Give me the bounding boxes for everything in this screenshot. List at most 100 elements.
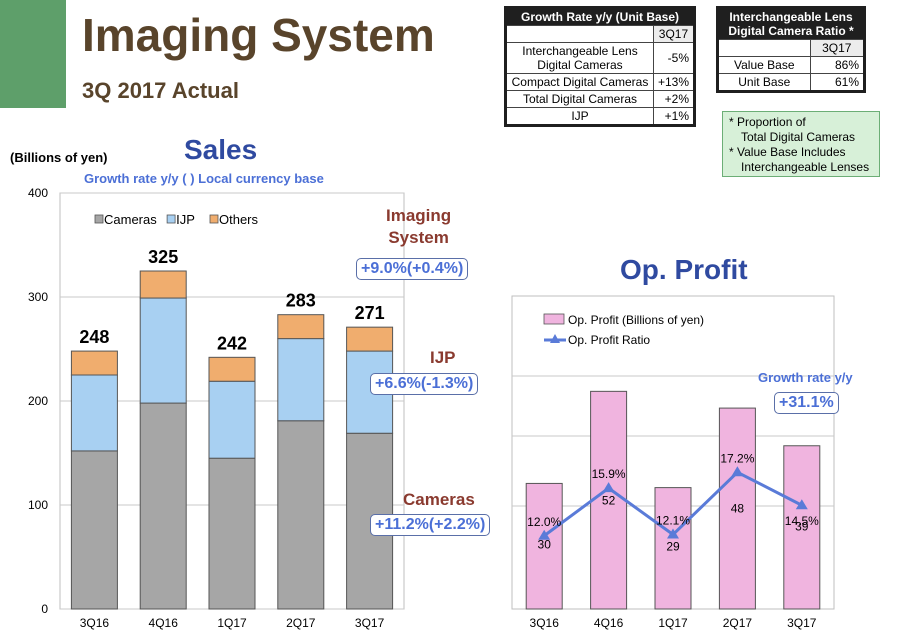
- op-profit-bar: [590, 390, 628, 610]
- imaging-system-label: Imaging System: [386, 205, 451, 249]
- op-ratio-label: 12.1%: [656, 514, 690, 528]
- sales-x-tick: 3Q17: [355, 616, 385, 630]
- sales-bar-others: [139, 270, 187, 299]
- footnote-line: * Proportion of: [729, 115, 806, 129]
- op-profit-value-label: 29: [666, 540, 680, 554]
- op-profit-bar: [783, 445, 821, 610]
- op-x-tick: 3Q17: [787, 616, 817, 630]
- footnote-box: * Proportion of Total Digital Cameras * …: [722, 111, 880, 177]
- page-subtitle: 3Q 2017 Actual: [82, 78, 239, 103]
- sales-bar-ijp: [208, 380, 256, 459]
- op-ratio-label: 14.5%: [785, 514, 819, 528]
- op-x-tick: 3Q16: [530, 616, 560, 630]
- sales-x-tick: 2Q17: [286, 616, 316, 630]
- growth-row-label: Interchangeable Lens Digital Cameras: [505, 42, 654, 74]
- op-ratio-marker: [667, 528, 679, 539]
- op-profit-title: Op. Profit: [620, 254, 748, 285]
- imaging-growth-badge: +9.0%(+0.4%): [356, 258, 469, 280]
- sales-total-label: 271: [355, 303, 385, 323]
- footnote-line: * Value Base Includes: [729, 145, 846, 159]
- ratio-table-col: 3Q17: [809, 39, 866, 57]
- sales-x-tick: 1Q17: [217, 616, 247, 630]
- ijp-growth-badge: +6.6%(-1.3%): [370, 373, 479, 395]
- op-profit-value-label: 39: [795, 520, 809, 534]
- ratio-row-value: 61%: [809, 73, 866, 92]
- sales-legend-swatch: [209, 214, 219, 224]
- sales-bar-others: [346, 326, 394, 352]
- growth-row-value: +2%: [652, 90, 696, 108]
- growth-row-label: Compact Digital Cameras: [505, 73, 654, 91]
- imaging-label-line: Imaging: [386, 206, 452, 225]
- sales-bar-others: [208, 356, 256, 382]
- op-x-tick: 4Q16: [594, 616, 624, 630]
- ratio-row-label: Value Base: [717, 56, 811, 74]
- op-growth-badge: +31.1%: [774, 392, 839, 414]
- sales-y-tick: 0: [41, 602, 48, 616]
- footnote-line: Interchangeable Lenses: [741, 160, 870, 174]
- page-title: Imaging System: [82, 9, 435, 61]
- sales-total-label: 248: [79, 327, 109, 347]
- sales-total-label: 242: [217, 333, 247, 353]
- sales-bar-ijp: [70, 374, 118, 452]
- sales-total-label: 325: [148, 247, 178, 267]
- growth-row-label: IJP: [505, 107, 654, 126]
- sales-growth-note: Growth rate y/y ( ) Local currency base: [84, 171, 324, 186]
- ijp-label: IJP: [430, 348, 456, 367]
- op-ratio-label: 17.2%: [720, 451, 754, 465]
- growth-row-value: +1%: [652, 107, 696, 126]
- growth-table-col: 3Q17: [652, 25, 696, 43]
- sales-bar-cameras: [70, 450, 118, 610]
- sales-unit-label: (Billions of yen): [10, 150, 108, 165]
- op-profit-value-label: 48: [731, 502, 745, 516]
- op-growth-label: Growth rate y/y: [758, 370, 853, 385]
- sales-legend-label: IJP: [176, 212, 195, 227]
- op-ratio-marker: [602, 482, 615, 493]
- cameras-growth-badge: +11.2%(+2.2%): [370, 514, 491, 536]
- sales-y-tick: 400: [28, 186, 48, 200]
- growth-row-label: Total Digital Cameras: [505, 90, 654, 108]
- sales-y-tick: 100: [28, 498, 48, 512]
- op-legend-label: Op. Profit Ratio: [568, 333, 650, 347]
- sales-x-tick: 3Q16: [80, 616, 110, 630]
- ratio-table-title: Interchangeable Lens Digital Camera Rati…: [717, 7, 865, 40]
- op-ratio-marker: [731, 466, 744, 477]
- op-x-tick: 2Q17: [723, 616, 753, 630]
- sales-legend-label: Others: [219, 212, 259, 227]
- sales-bar-cameras: [208, 457, 256, 610]
- ratio-row-label: Unit Base: [717, 73, 811, 92]
- op-legend-label: Op. Profit (Billions of yen): [568, 313, 704, 327]
- op-legend-swatch: [543, 313, 565, 325]
- sales-bar-others: [70, 350, 118, 376]
- sales-bar-cameras: [139, 402, 187, 610]
- op-profit-bar: [718, 407, 756, 610]
- growth-rate-table: Growth Rate y/y (Unit Base) 3Q17 Interch…: [504, 6, 696, 127]
- imaging-label-line: System: [388, 228, 449, 247]
- sales-total-label: 283: [286, 291, 316, 311]
- sales-bar-others: [277, 314, 325, 340]
- sales-y-tick: 200: [28, 394, 48, 408]
- op-ratio-label: 15.9%: [592, 467, 626, 481]
- op-profit-value-label: 52: [602, 494, 616, 508]
- sales-legend-swatch: [94, 214, 104, 224]
- accent-block: [0, 0, 66, 108]
- sales-y-tick: 300: [28, 290, 48, 304]
- sales-x-tick: 4Q16: [149, 616, 179, 630]
- op-ratio-label: 12.0%: [527, 515, 561, 529]
- op-profit-value-label: 30: [538, 538, 552, 552]
- footnote-line: Total Digital Cameras: [741, 130, 856, 144]
- lens-ratio-table: Interchangeable Lens Digital Camera Rati…: [716, 6, 866, 93]
- sales-legend-label: Cameras: [104, 212, 157, 227]
- op-profit-bar: [654, 487, 692, 610]
- sales-bar-ijp: [277, 338, 325, 422]
- op-ratio-marker: [795, 499, 808, 510]
- growth-table-title: Growth Rate y/y (Unit Base): [505, 7, 695, 26]
- growth-row-value: -5%: [652, 42, 696, 74]
- sales-title: Sales: [184, 134, 258, 165]
- op-ratio-marker: [538, 529, 551, 540]
- op-x-tick: 1Q17: [658, 616, 688, 630]
- sales-legend-swatch: [166, 214, 176, 224]
- op-profit-bar: [525, 482, 563, 610]
- sales-bar-ijp: [139, 297, 187, 404]
